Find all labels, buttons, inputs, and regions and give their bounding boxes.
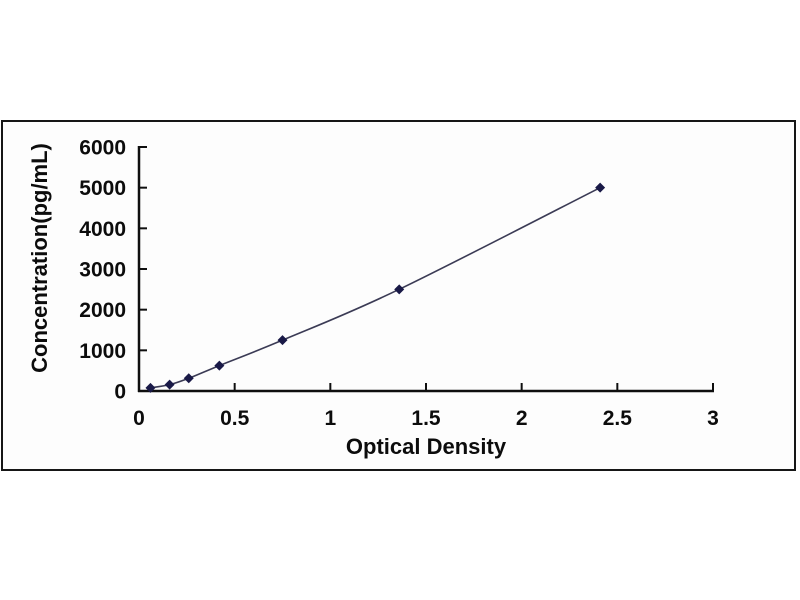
data-point-marker — [277, 335, 288, 346]
ticks-layer: 0 1000 2000 3000 4000 5000 6000 0 0.5 1 1.5 2 2.5 3 — [79, 137, 719, 431]
data-point-marker — [183, 373, 194, 384]
y-tick-label: 5000 — [79, 177, 126, 200]
data-point-marker — [164, 379, 175, 390]
y-tick-label: 0 — [114, 381, 126, 404]
standard-curve-chart: 0 1000 2000 3000 4000 5000 6000 0 0.5 1 1.5 2 2.5 3 C… — [27, 137, 719, 460]
data-point-marker — [394, 284, 405, 295]
x-tick-label: 3 — [707, 407, 719, 430]
y-tick-label: 3000 — [79, 259, 126, 282]
data-point-marker — [145, 382, 156, 393]
x-tick-label: 0.5 — [220, 407, 250, 430]
y-tick-label: 1000 — [79, 340, 126, 363]
labels-layer: Concentration(pg/mL) Optical Density — [27, 143, 507, 459]
y-axis-title: Concentration(pg/mL) — [27, 143, 52, 373]
x-tick-label: 2 — [516, 407, 528, 430]
x-tick-label: 1 — [324, 407, 336, 430]
x-tick-label: 0 — [133, 407, 145, 430]
y-tick-label: 4000 — [79, 218, 126, 241]
axes-layer — [137, 146, 714, 393]
series-layer — [145, 182, 606, 393]
data-point-marker — [214, 360, 225, 371]
x-tick-label: 2.5 — [603, 407, 633, 430]
x-axis-title: Optical Density — [346, 434, 507, 459]
y-tick-label: 2000 — [79, 299, 126, 322]
series-line — [150, 186, 601, 389]
data-point-marker — [595, 182, 606, 193]
chart-frame: 0 1000 2000 3000 4000 5000 6000 0 0.5 1 1.5 2 2.5 3 C… — [1, 120, 796, 471]
y-tick-label: 6000 — [79, 137, 126, 160]
x-tick-label: 1.5 — [411, 407, 441, 430]
